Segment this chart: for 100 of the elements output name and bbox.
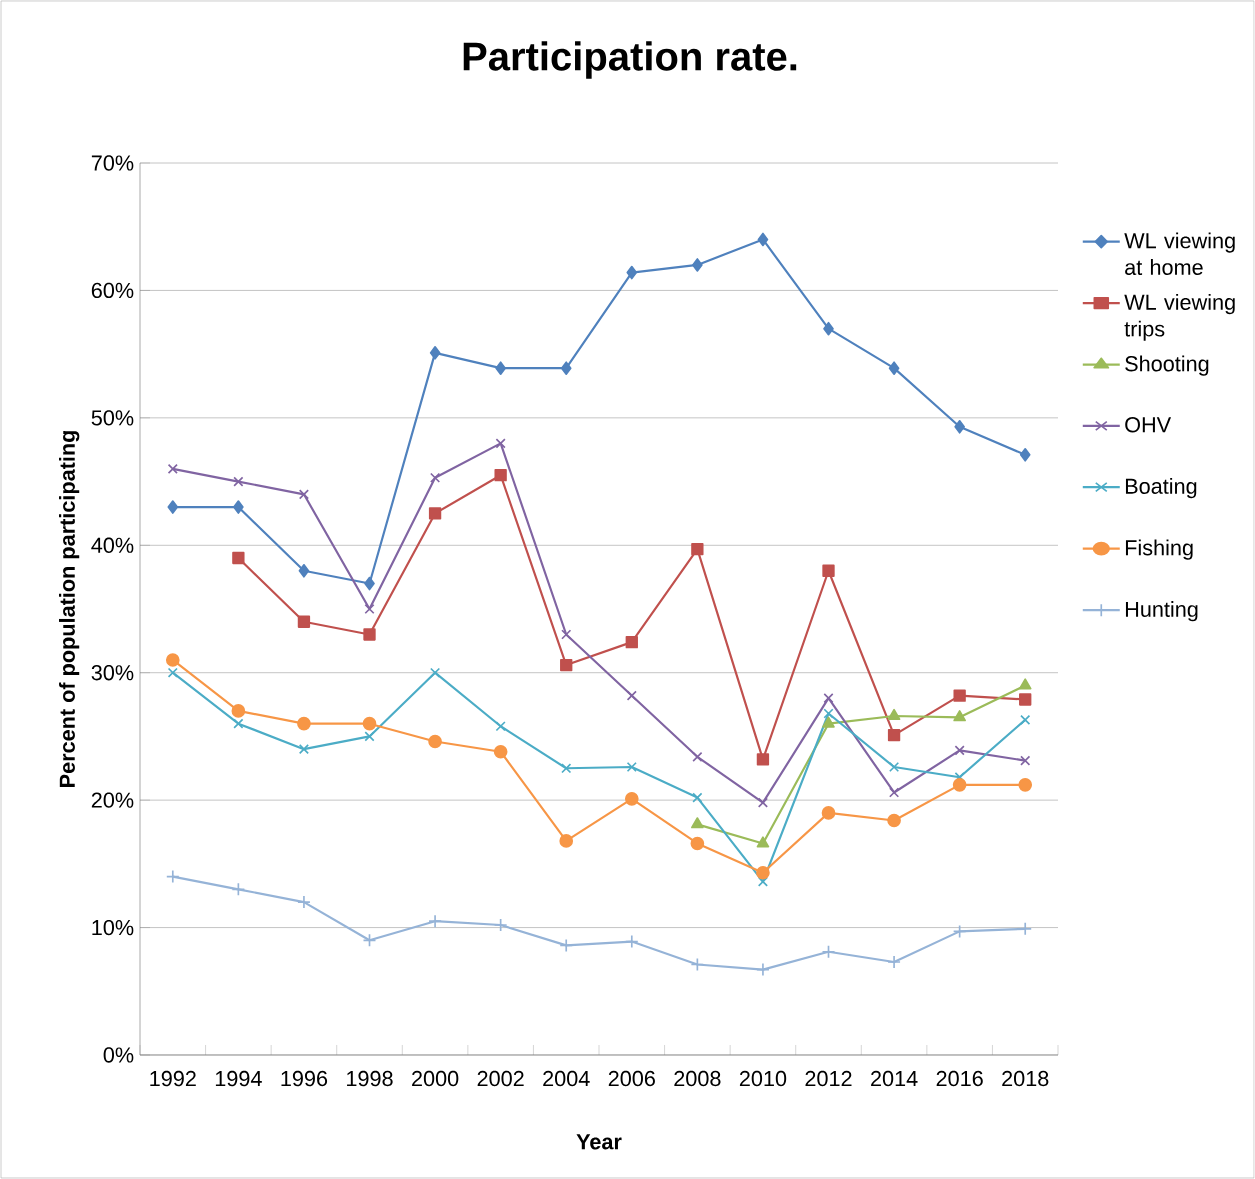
point: [624, 792, 639, 806]
point: [430, 472, 441, 483]
legend-label: Shooting: [1125, 355, 1209, 376]
y-tick-label: 70%: [91, 155, 134, 171]
point: [692, 751, 703, 762]
point: [887, 728, 901, 742]
point: [232, 551, 245, 565]
point: [233, 500, 244, 514]
y-tick-label: 20%: [91, 792, 134, 808]
x-tick-label: 2002: [477, 1070, 524, 1087]
point: [822, 716, 835, 728]
point: [429, 346, 441, 360]
legend-label: WL viewing trips: [1124, 293, 1235, 341]
x-tick-label: 2004: [543, 1070, 590, 1087]
point: [626, 690, 637, 701]
point: [823, 708, 834, 719]
x-tick-label: 1998: [347, 1070, 393, 1087]
point: [624, 934, 639, 949]
point: [430, 667, 441, 678]
x-tick-label: 2016: [936, 1070, 983, 1087]
point: [692, 258, 703, 272]
point: [887, 813, 901, 828]
point: [757, 797, 769, 808]
point: [1018, 678, 1032, 690]
point: [1020, 714, 1031, 725]
point: [953, 689, 966, 702]
point: [364, 731, 375, 742]
legend-label: OHV: [1125, 417, 1172, 433]
x-tick-label: 2008: [674, 1070, 721, 1087]
point: [559, 938, 574, 953]
point: [821, 806, 836, 820]
point: [561, 763, 572, 774]
point: [364, 603, 375, 615]
x-tick-label: 1996: [281, 1070, 328, 1087]
legend-label: Boating: [1125, 478, 1197, 499]
point: [757, 232, 769, 247]
point: [559, 834, 574, 848]
point: [560, 361, 572, 375]
y-tick-label: 50%: [91, 410, 134, 426]
x-tick-label: 2018: [1002, 1070, 1049, 1087]
point: [298, 744, 310, 755]
point: [428, 914, 442, 929]
point: [887, 955, 901, 969]
x-tick-label: 2010: [739, 1070, 787, 1087]
point: [756, 753, 770, 766]
point: [823, 693, 834, 704]
point: [298, 489, 310, 500]
point: [822, 564, 835, 577]
point: [691, 817, 704, 829]
point: [625, 635, 638, 649]
point: [953, 710, 966, 722]
x-tick-label: 2014: [871, 1070, 918, 1087]
point: [167, 463, 178, 474]
point: [560, 658, 573, 672]
point: [823, 321, 834, 336]
point: [495, 361, 506, 375]
point: [888, 761, 900, 773]
point: [297, 615, 311, 628]
point: [1018, 778, 1033, 792]
point: [297, 716, 311, 731]
point: [1020, 755, 1031, 766]
point: [691, 542, 704, 556]
point: [954, 745, 965, 756]
point: [298, 563, 310, 578]
point: [494, 469, 507, 482]
point: [362, 716, 377, 731]
y-tick-label: 40%: [91, 537, 134, 553]
point: [888, 787, 900, 798]
point: [233, 476, 244, 487]
x-tick-label: 2006: [608, 1070, 655, 1087]
y-tick-label: 0%: [103, 1047, 134, 1063]
x-tick-label: 1992: [150, 1070, 196, 1087]
point: [231, 704, 246, 718]
x-tick-label: 2012: [805, 1070, 852, 1087]
x-tick-label: 2000: [412, 1070, 459, 1087]
point: [952, 778, 967, 792]
point: [364, 576, 375, 591]
y-tick-label: 10%: [92, 919, 134, 936]
point: [954, 419, 965, 434]
point: [493, 744, 508, 759]
legend-label: Hunting: [1125, 601, 1198, 622]
y-axis-title: Percent of population participating: [59, 431, 80, 787]
x-axis-title: Year: [576, 1134, 622, 1150]
point: [495, 438, 506, 449]
point: [428, 734, 442, 749]
point: [756, 865, 770, 880]
chart-title: Participation rate.: [463, 41, 797, 79]
point: [165, 869, 180, 884]
point: [362, 933, 377, 948]
point: [626, 761, 637, 773]
point: [952, 924, 967, 939]
point: [887, 708, 901, 721]
point: [821, 944, 836, 959]
point: [1019, 447, 1031, 462]
point: [231, 882, 246, 897]
legend-label: Fishing: [1125, 539, 1193, 560]
point: [561, 629, 572, 640]
point: [756, 962, 770, 977]
point: [1019, 693, 1032, 706]
point: [757, 876, 769, 887]
